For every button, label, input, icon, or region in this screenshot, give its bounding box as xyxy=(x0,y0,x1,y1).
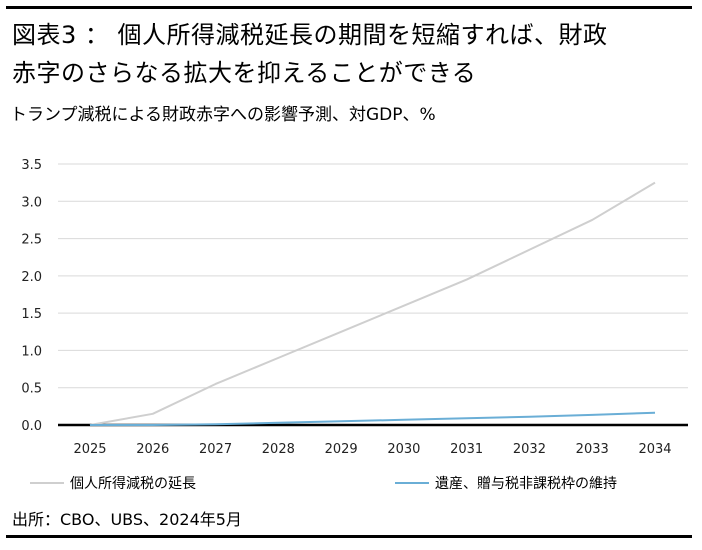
x-tick-label: 2030 xyxy=(387,442,420,457)
series-lines xyxy=(89,181,656,426)
x-tick-label: 2028 xyxy=(262,442,295,457)
y-axis-ticks: 0.0 0.5 1.0 1.5 2.0 2.5 3.0 3.5 xyxy=(21,158,42,434)
bottom-rule xyxy=(6,535,692,538)
x-tick-label: 2033 xyxy=(576,442,609,457)
legend: 個人所得減税の延長 遺産、贈与税非課税枠の維持 xyxy=(30,475,617,492)
y-tick-label: 3.0 xyxy=(21,195,42,210)
y-tick-label: 1.0 xyxy=(21,344,42,359)
x-tick-label: 2029 xyxy=(325,442,358,457)
x-tick-label: 2032 xyxy=(513,442,546,457)
legend-label-2: 遺産、贈与税非課税枠の維持 xyxy=(435,476,617,492)
chart-title-line1: 図表3 ： 個人所得減税延長の期間を短縮すれば、財政 xyxy=(12,21,608,49)
series-line-1 xyxy=(89,181,656,426)
legend-label-1: 個人所得減税の延長 xyxy=(70,475,196,492)
series-line-2 xyxy=(90,411,656,426)
line-chart: 0.00.51.01.52.02.53.03.5 2025 2026 2027 202… xyxy=(21,158,688,492)
chart-subtitle: トランプ減税による財政赤字への影響予測、対GDP、% xyxy=(10,105,436,125)
y-tick-label: 3.5 xyxy=(21,158,42,173)
x-tick-label: 2031 xyxy=(450,442,483,457)
x-tick-label: 2025 xyxy=(73,442,106,457)
y-tick-label: 0.0 xyxy=(21,419,42,434)
x-tick-label: 2034 xyxy=(638,442,671,457)
x-tick-label: 2027 xyxy=(199,442,232,457)
gridlines xyxy=(58,163,688,427)
y-tick-label: 2.0 xyxy=(21,270,42,285)
top-rule xyxy=(6,6,692,9)
source-note: 出所：CBO、UBS、2024年5月 xyxy=(12,510,242,529)
y-tick-label: 0.5 xyxy=(21,382,42,397)
y-tick-label: 1.5 xyxy=(21,307,42,322)
y-tick-label: 2.5 xyxy=(21,233,42,248)
chart-title-line2: 赤字のさらなる拡大を抑えることができる xyxy=(12,59,477,87)
x-tick-label: 2026 xyxy=(136,442,169,457)
x-axis-ticks: 2025 2026 2027 2028 2029 2030 2031 2032 2033 2034 xyxy=(73,442,671,457)
